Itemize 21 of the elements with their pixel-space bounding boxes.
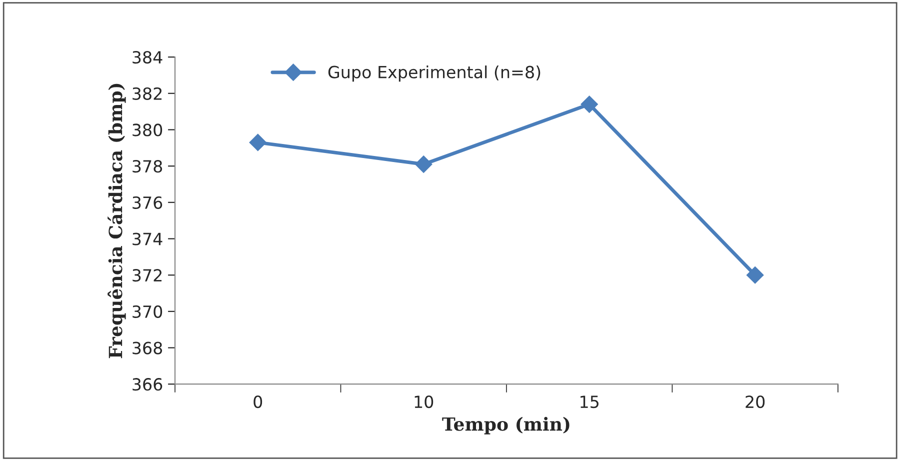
y-tick-label: 370 (132, 305, 162, 318)
y-tick-label: 384 (132, 51, 162, 64)
point (746, 266, 764, 284)
y-axis-title: Frequência Cárdiaca (bmp) (108, 84, 126, 358)
y-tick-label: 368 (132, 342, 162, 354)
x-tick-label: 15 (580, 396, 598, 408)
y-tick-label: 372 (132, 269, 162, 282)
x-axis-title: Tempo (min) (442, 416, 570, 434)
y-tick-label: 376 (132, 196, 162, 209)
point (580, 96, 598, 113)
x-tick-label: 10 (414, 396, 434, 408)
point (415, 156, 432, 173)
y-tick-label: 374 (132, 232, 162, 246)
y-tick-label: 366 (132, 378, 162, 391)
y-tick-label: 382 (132, 87, 162, 100)
y-tick-label: 378 (132, 160, 162, 173)
x-tick-label: 20 (746, 396, 765, 408)
x-tick-label: 0 (254, 396, 262, 408)
legend-label: Gupo Experimental (n=8) (328, 66, 540, 82)
point (249, 134, 266, 151)
y-tick-label: 380 (132, 124, 162, 136)
